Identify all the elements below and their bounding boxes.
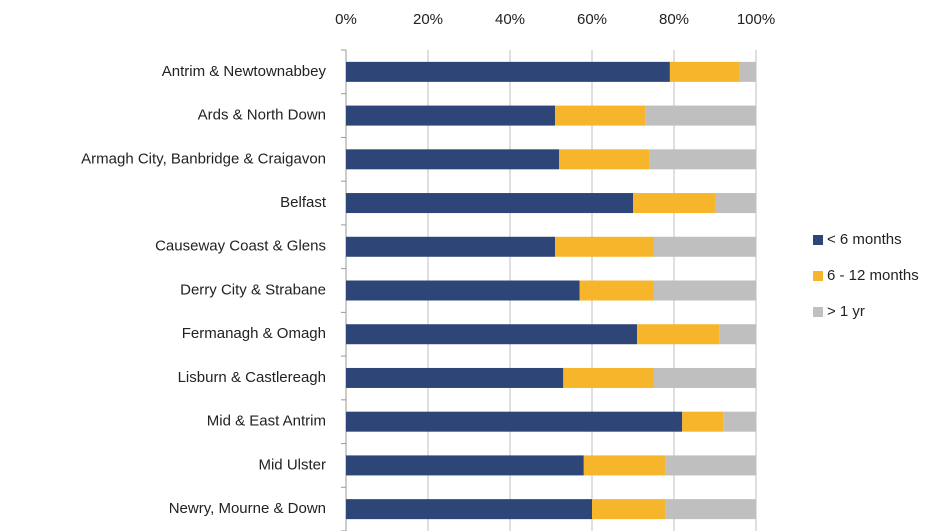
legend-swatch bbox=[813, 271, 823, 281]
legend-swatch bbox=[813, 235, 823, 245]
bar-segment bbox=[583, 455, 666, 476]
bar-segment bbox=[346, 455, 584, 476]
bar-segment bbox=[645, 105, 756, 126]
y-tick-label: Ards & North Down bbox=[198, 107, 326, 124]
bar-segment bbox=[665, 455, 756, 476]
y-tick-label: Derry City & Strabane bbox=[180, 281, 326, 298]
bar-segment bbox=[346, 149, 560, 170]
bar-segment bbox=[346, 411, 683, 432]
legend-label: 6 - 12 months bbox=[827, 267, 919, 284]
x-tick-label: 40% bbox=[495, 11, 525, 28]
bar-segment bbox=[633, 193, 715, 214]
bar-segment bbox=[592, 499, 666, 520]
x-tick-label: 60% bbox=[577, 11, 607, 28]
bar-segment bbox=[653, 367, 756, 388]
bar-segment bbox=[682, 411, 724, 432]
y-tick-label: Mid Ulster bbox=[258, 456, 326, 473]
y-tick-label: Lisburn & Castlereagh bbox=[178, 369, 326, 386]
bar-segment bbox=[739, 61, 756, 82]
bar-segment bbox=[723, 411, 756, 432]
bar-segment bbox=[346, 236, 556, 257]
x-tick-label: 0% bbox=[335, 11, 357, 28]
y-tick-label: Fermanagh & Omagh bbox=[182, 325, 326, 342]
legend-label: > 1 yr bbox=[827, 303, 865, 320]
bar-segment bbox=[653, 236, 756, 257]
y-tick-label: Causeway Coast & Glens bbox=[155, 238, 326, 255]
bar-segment bbox=[559, 149, 650, 170]
y-tick-label: Newry, Mourne & Down bbox=[169, 500, 326, 517]
bar-segment bbox=[665, 499, 756, 520]
bar-segment bbox=[653, 280, 756, 301]
bar-segment bbox=[346, 193, 633, 214]
bar-segment bbox=[346, 280, 580, 301]
y-tick-label: Armagh City, Banbridge & Craigavon bbox=[81, 150, 326, 167]
x-tick-label: 100% bbox=[737, 11, 775, 28]
bar-segment bbox=[715, 193, 756, 214]
bar-segment bbox=[579, 280, 654, 301]
legend-swatch bbox=[813, 307, 823, 317]
bar-segment bbox=[346, 61, 670, 82]
y-tick-label: Antrim & Newtownabbey bbox=[162, 63, 327, 80]
y-tick-label: Mid & East Antrim bbox=[207, 413, 326, 430]
bar-segment bbox=[346, 367, 564, 388]
x-tick-label: 20% bbox=[413, 11, 443, 28]
x-tick-label: 80% bbox=[659, 11, 689, 28]
bar-segment bbox=[555, 105, 646, 126]
y-tick-label: Belfast bbox=[280, 194, 327, 211]
bar-segment bbox=[637, 324, 720, 345]
bar-segment bbox=[669, 61, 740, 82]
bar-segment bbox=[649, 149, 756, 170]
bar-segment bbox=[346, 324, 638, 345]
bar-segment bbox=[346, 499, 592, 520]
bar-segment bbox=[555, 236, 654, 257]
bar-segment bbox=[346, 105, 556, 126]
legend-label: < 6 months bbox=[827, 231, 902, 248]
bar-segment bbox=[563, 367, 654, 388]
bar-segment bbox=[719, 324, 756, 345]
